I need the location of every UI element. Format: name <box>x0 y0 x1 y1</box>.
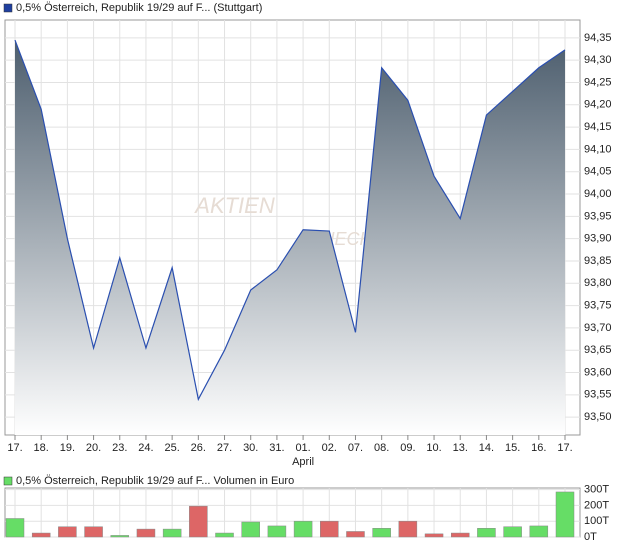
bar <box>189 505 208 538</box>
y-tick-label: 94,25 <box>584 76 612 88</box>
y-tick-label: 93,95 <box>584 210 612 222</box>
y-tick-label: 94,10 <box>584 143 612 155</box>
x-tick-label: 27. <box>217 442 232 454</box>
bar <box>84 526 103 538</box>
y-tick-label: 93,50 <box>584 411 612 423</box>
x-tick-label: 15. <box>505 442 520 454</box>
bar <box>293 520 313 538</box>
legend-marker <box>3 3 13 13</box>
x-annotation: April <box>292 456 314 468</box>
bar <box>241 521 260 538</box>
x-tick-label: 10. <box>426 442 441 454</box>
x-tick-label: 16. <box>531 442 546 454</box>
bar <box>320 520 339 538</box>
x-tick-label: 08. <box>374 442 389 454</box>
x-tick-label: 17. <box>557 442 572 454</box>
x-tick-label: 02. <box>322 442 337 454</box>
y-tick-label: 93,65 <box>584 344 612 356</box>
bar <box>346 531 365 538</box>
bar <box>372 528 391 538</box>
x-tick-label: 19. <box>60 442 75 454</box>
bar <box>5 518 25 538</box>
x-tick-label: 24. <box>138 442 153 454</box>
y-tick-label: 100T <box>584 515 609 527</box>
line <box>14 39 566 402</box>
x-tick-label: 14. <box>479 442 494 454</box>
y-tick-label: 93,90 <box>584 233 612 245</box>
y-tick-label: 300T <box>584 483 609 495</box>
y-tick-label: 93,85 <box>584 255 612 267</box>
y-tick-label: 0T <box>584 531 597 543</box>
legend-label: 0,5% Österreich, Republik 19/29 auf F...… <box>16 2 262 14</box>
x-tick-label: 23. <box>112 442 127 454</box>
x-tick-label: 01. <box>295 442 310 454</box>
watermark: AKTIEN <box>193 193 275 218</box>
bar <box>529 525 549 538</box>
y-tick-label: 94,00 <box>584 188 612 200</box>
bar <box>267 525 287 538</box>
x-tick-label: 09. <box>400 442 415 454</box>
y-tick-label: 94,15 <box>584 121 612 133</box>
y-tick-label: 94,20 <box>584 99 612 111</box>
x-tick-label: 25. <box>164 442 179 454</box>
bar <box>215 532 234 538</box>
bar <box>136 528 156 538</box>
y-tick-label: 94,05 <box>584 166 612 178</box>
x-tick-label: 18. <box>34 442 49 454</box>
y-tick-label: 93,75 <box>584 299 612 311</box>
x-tick-label: 13. <box>453 442 468 454</box>
bar <box>162 528 182 538</box>
x-tick-label: 31. <box>269 442 284 454</box>
x-tick-label: 17. <box>7 442 22 454</box>
x-tick-label: 30. <box>243 442 258 454</box>
bar <box>424 533 444 538</box>
y-tick-label: 93,70 <box>584 322 612 334</box>
bar <box>398 520 418 538</box>
y-tick-label: 93,60 <box>584 366 612 378</box>
area <box>15 40 565 435</box>
bar <box>31 532 51 538</box>
y-tick-label: 93,80 <box>584 277 612 289</box>
y-tick-label: 94,30 <box>584 54 612 66</box>
y-tick-label: 200T <box>584 499 609 511</box>
bar <box>450 532 470 538</box>
x-tick-label: 07. <box>348 442 363 454</box>
x-tick-label: 20. <box>86 442 101 454</box>
y-tick-label: 93,55 <box>584 389 612 401</box>
bar <box>477 528 496 538</box>
y-tick-label: 94,35 <box>584 32 612 44</box>
legend-marker <box>3 476 13 486</box>
bar <box>555 491 575 538</box>
bar <box>503 526 522 538</box>
legend-label: 0,5% Österreich, Republik 19/29 auf F...… <box>16 475 294 487</box>
x-tick-label: 26. <box>191 442 206 454</box>
bar <box>110 535 130 538</box>
bar <box>58 526 77 538</box>
